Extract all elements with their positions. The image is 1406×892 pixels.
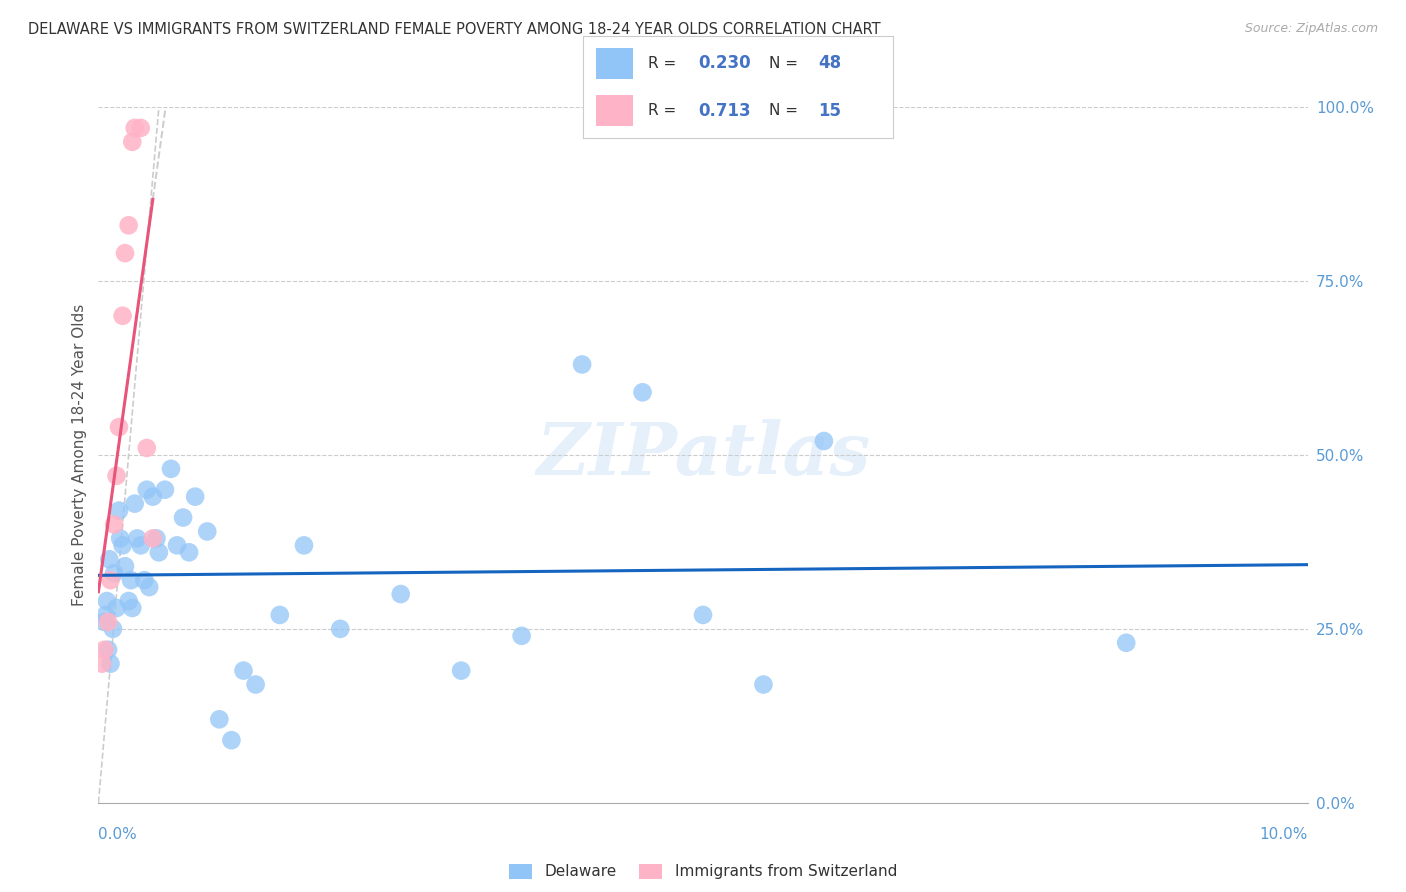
Point: [93, 615, 115, 629]
Point: [166, 538, 188, 552]
Point: [129, 120, 152, 135]
Point: [195, 524, 218, 539]
Point: [103, 566, 125, 581]
Point: [245, 677, 267, 691]
Text: 15: 15: [818, 102, 842, 120]
Point: [121, 601, 143, 615]
Point: [134, 573, 156, 587]
Text: Source: ZipAtlas.com: Source: ZipAtlas.com: [1244, 22, 1378, 36]
Point: [97, 642, 120, 657]
Point: [124, 120, 146, 135]
Point: [105, 601, 128, 615]
Text: R =: R =: [648, 56, 682, 70]
Point: [105, 468, 128, 483]
Point: [114, 246, 136, 260]
Point: [108, 503, 131, 517]
Point: [208, 712, 231, 726]
Point: [153, 483, 176, 497]
Point: [111, 309, 134, 323]
Point: [172, 510, 194, 524]
Point: [292, 538, 315, 552]
Point: [91, 657, 114, 671]
Point: [129, 538, 152, 552]
Point: [101, 622, 124, 636]
Y-axis label: Female Poverty Among 18-24 Year Olds: Female Poverty Among 18-24 Year Olds: [72, 304, 87, 606]
Point: [148, 545, 170, 559]
Point: [138, 580, 160, 594]
Point: [135, 441, 157, 455]
Point: [100, 657, 122, 671]
Point: [232, 664, 254, 678]
Point: [118, 594, 141, 608]
Point: [571, 358, 593, 372]
Text: R =: R =: [648, 103, 682, 118]
Point: [103, 517, 125, 532]
Point: [111, 538, 134, 552]
Text: 48: 48: [818, 54, 842, 72]
Point: [120, 573, 142, 587]
Point: [98, 552, 121, 566]
Point: [108, 420, 131, 434]
Point: [450, 664, 472, 678]
Point: [135, 483, 157, 497]
Point: [510, 629, 533, 643]
Point: [121, 135, 143, 149]
Point: [94, 607, 117, 622]
Legend: Delaware, Immigrants from Switzerland: Delaware, Immigrants from Switzerland: [503, 857, 903, 886]
Text: N =: N =: [769, 56, 803, 70]
Text: N =: N =: [769, 103, 803, 118]
Text: 0.230: 0.230: [697, 54, 751, 72]
Point: [118, 219, 141, 233]
Point: [752, 677, 775, 691]
Point: [269, 607, 291, 622]
Text: 10.0%: 10.0%: [1260, 827, 1308, 841]
Point: [142, 490, 165, 504]
Point: [100, 573, 122, 587]
Text: DELAWARE VS IMMIGRANTS FROM SWITZERLAND FEMALE POVERTY AMONG 18-24 YEAR OLDS COR: DELAWARE VS IMMIGRANTS FROM SWITZERLAND …: [28, 22, 880, 37]
Point: [114, 559, 136, 574]
Point: [813, 434, 835, 448]
Point: [160, 462, 183, 476]
Point: [389, 587, 412, 601]
Point: [1115, 636, 1137, 650]
Point: [96, 594, 118, 608]
Point: [145, 532, 167, 546]
Point: [93, 642, 115, 657]
Text: 0.0%: 0.0%: [98, 827, 138, 841]
Point: [221, 733, 243, 747]
Point: [142, 532, 165, 546]
Point: [179, 545, 201, 559]
Point: [329, 622, 352, 636]
Bar: [596, 48, 633, 78]
Point: [97, 615, 120, 629]
Text: 0.713: 0.713: [697, 102, 751, 120]
Point: [692, 607, 714, 622]
Point: [184, 490, 207, 504]
Text: ZIPatlas: ZIPatlas: [536, 419, 870, 491]
Bar: [596, 95, 633, 126]
Point: [108, 532, 131, 546]
Point: [631, 385, 654, 400]
Point: [124, 497, 146, 511]
Point: [127, 532, 149, 546]
